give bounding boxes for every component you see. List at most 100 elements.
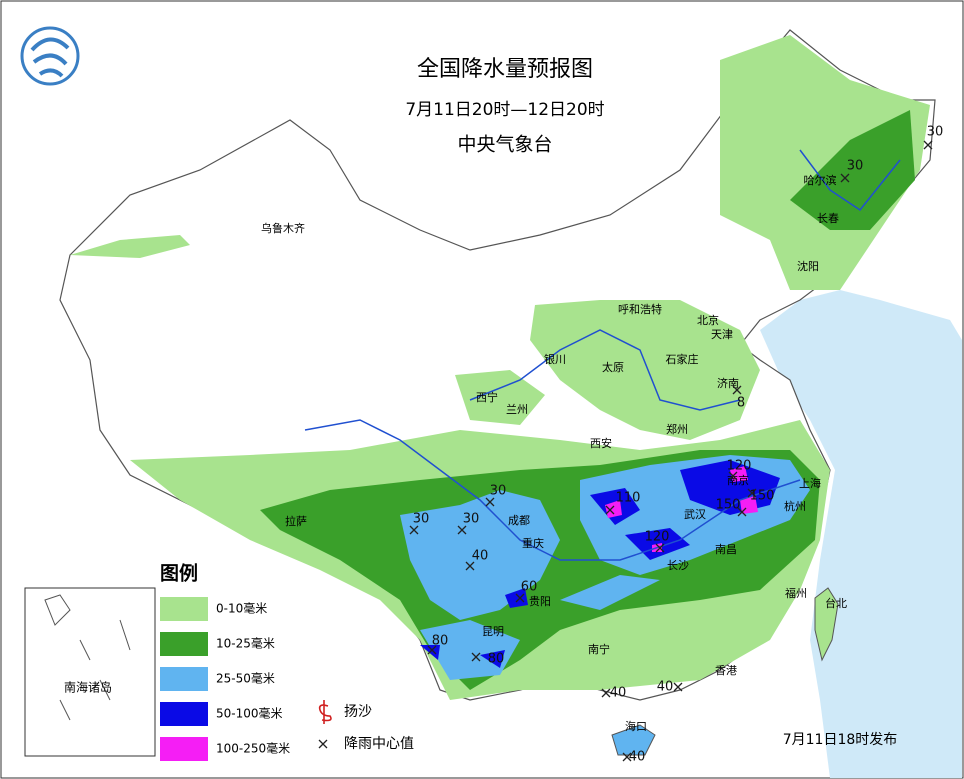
- legend-label: 0-10毫米: [216, 601, 267, 616]
- rain-center-marker: [471, 652, 481, 662]
- legend-cross: [318, 739, 328, 749]
- rain-center-marker: [605, 505, 615, 515]
- river: [304, 149, 901, 561]
- legend-title: 图例: [160, 562, 198, 585]
- city-label: 成都: [508, 514, 530, 527]
- precip-area: [720, 35, 930, 290]
- rain-center-marker: [728, 471, 738, 481]
- precip-areas: [70, 35, 930, 700]
- city-label: 西安: [590, 436, 612, 450]
- precip-area: [420, 620, 520, 680]
- rain-center-value: 150: [750, 489, 775, 504]
- city-label: 南宁: [588, 642, 610, 656]
- rain-center-marker: [732, 385, 742, 395]
- rain-center-value: 110: [616, 491, 641, 506]
- inset-label: 南海诸岛: [64, 680, 112, 695]
- legend-label: 50-100毫米: [216, 706, 283, 721]
- precip-area: [70, 235, 190, 258]
- rain-center-marker: [465, 561, 475, 571]
- legend-symbol-label: 扬沙: [344, 704, 372, 720]
- rain-center-marker: [601, 688, 611, 698]
- city-label: 沈阳: [797, 259, 819, 273]
- rain-center-value: 80: [432, 634, 449, 649]
- inset-islands: [44, 594, 131, 721]
- title: 全国降水量预报图: [417, 57, 593, 82]
- legend-swatch: [160, 597, 208, 621]
- issuer: 中央气象台: [457, 134, 552, 156]
- rain-center-marker: [840, 173, 850, 183]
- rain-center-value: 30: [490, 484, 507, 499]
- rain-center-marker: [515, 593, 525, 603]
- rain-center-marker: [747, 488, 757, 498]
- inset-box: [24, 587, 156, 757]
- legend-label: 100-250毫米: [216, 741, 290, 756]
- city-label: 天津: [711, 328, 733, 341]
- city-label: 上海: [799, 476, 821, 490]
- city-label: 北京: [697, 313, 719, 327]
- precip-area: [605, 500, 622, 518]
- rain-center-value: 30: [927, 125, 944, 140]
- rain-center-value: 40: [472, 549, 489, 564]
- taiwan: [814, 587, 839, 662]
- city-label: 哈尔滨: [804, 173, 837, 187]
- rain-center-value: 40: [610, 686, 627, 701]
- rain-center-marker: [655, 543, 665, 553]
- issue-time: 7月11日18时发布: [783, 732, 898, 748]
- city-label: 兰州: [506, 403, 528, 416]
- rain-center-marker: [427, 645, 437, 655]
- city-label: 西宁: [476, 390, 498, 404]
- rain-center-value: 40: [629, 750, 646, 765]
- rain-center-value: 150: [716, 498, 741, 513]
- rain-center-value: 120: [727, 459, 752, 474]
- rain-center-marker: [409, 525, 419, 535]
- rain-center-value: 60: [521, 580, 538, 595]
- rain-center-value: 30: [463, 512, 480, 527]
- city-label: 杭州: [784, 499, 806, 513]
- precip-area: [455, 370, 545, 425]
- rain-center-marker: [485, 497, 495, 507]
- rain-center-value: 30: [847, 159, 864, 174]
- rain-center-value: 120: [645, 530, 670, 545]
- legend-swatch: [160, 737, 208, 761]
- city-label: 贵阳: [529, 595, 551, 608]
- city-label: 福州: [785, 586, 807, 600]
- rain-center-marker: [923, 140, 933, 150]
- rain-center-value: 80: [488, 652, 505, 667]
- city-label: 南昌: [715, 543, 737, 556]
- precip-area: [790, 110, 915, 230]
- city-label: 银川: [544, 352, 566, 366]
- rain-center-value: 40: [657, 680, 674, 695]
- city-label: 乌鲁木齐: [261, 221, 305, 235]
- legend-swatch: [160, 702, 208, 726]
- legend-symbol-label: 降雨中心值: [344, 736, 414, 752]
- hainan: [611, 724, 656, 756]
- sea: [760, 290, 962, 778]
- city-label: 长春: [817, 212, 839, 225]
- city-label: 南京: [727, 473, 749, 487]
- city-label: 武汉: [684, 508, 706, 521]
- precip-area: [560, 575, 660, 610]
- city-label: 昆明: [482, 625, 504, 638]
- precip-area: [480, 650, 505, 668]
- city-label: 太原: [602, 361, 624, 374]
- legend-swatch: [160, 667, 208, 691]
- legend-swatch: [160, 632, 208, 656]
- subtitle: 7月11日20时—12日20时: [405, 100, 604, 120]
- legend-label: 10-25毫米: [216, 636, 275, 651]
- city-label: 台北: [825, 596, 847, 610]
- precip-area: [530, 300, 760, 440]
- city-label: 郑州: [666, 422, 688, 436]
- city-label: 长沙: [667, 559, 689, 572]
- sand-icon: [318, 700, 332, 724]
- city-label: 拉萨: [285, 514, 307, 528]
- rain-center-marker: [673, 682, 683, 692]
- rain-center-value: 30: [413, 512, 430, 527]
- precip-area: [505, 588, 528, 608]
- rain-center-value: 8: [737, 396, 745, 411]
- rain-center-marker: [737, 507, 747, 517]
- city-label: 香港: [715, 664, 737, 677]
- rain-center-marker: [622, 752, 632, 762]
- city-label: 石家庄: [666, 352, 699, 366]
- legend-label: 25-50毫米: [216, 671, 275, 686]
- city-label: 重庆: [522, 536, 544, 550]
